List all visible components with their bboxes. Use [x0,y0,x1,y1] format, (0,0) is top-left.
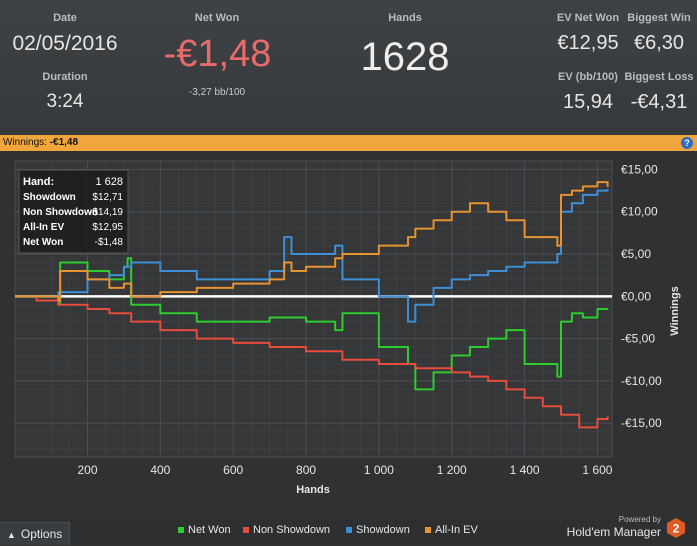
net-won-bb: -3,27 bb/100 [188,87,246,98]
x-axis-label: Hands [296,484,330,496]
ev-net-won-label: EV Net Won [556,12,620,24]
biggest-loss-value: -€4,31 [630,91,688,113]
legend-label: Net Won [188,524,231,536]
net-won-value: -€1,48 [163,33,272,75]
hem-logo-icon: 2 [667,518,685,538]
tooltip-key: Hand: [23,176,54,188]
brand-name: Hold'em Manager [566,525,661,539]
series-line-non-showdown [15,295,609,429]
y-tick-labels: €15,00 €10,00 €5,00 €0,00 -€5,00 -€10,00 -€15,… [621,162,662,430]
legend-showdown[interactable]: Showdown [346,524,410,536]
x-tick-label: 1 600 [582,463,612,477]
winnings-bar: Winnings: -€1,48 ? [0,135,697,151]
stats-panel [0,0,697,135]
logo-number: 2 [673,522,680,536]
tooltip-value: $12,71 [92,192,123,203]
winnings-label: Winnings: [3,137,47,148]
y-tick-label: €10,00 [621,205,658,219]
series-line-net-won [15,257,609,391]
x-tick-label: 1 000 [364,463,394,477]
chart-svg: 200 400 600 800 1 000 1 200 1 400 1 600 €15,00€… [14,160,681,496]
series-line-showdown [15,188,609,323]
winnings-bar-text: Winnings: -€1,48 [3,137,78,148]
biggest-win-value: €6,30 [633,32,685,54]
hands-value: 1628 [360,35,450,79]
x-tick-label: 1 400 [510,463,540,477]
hand-tooltip: Hand: 1 628 Showdown $12,71 Non Showdown-$14… [18,169,129,254]
tooltip-value: -$14,19 [89,207,123,218]
x-tick-label: 800 [296,463,316,477]
biggest-loss-label: Biggest Loss [624,71,694,83]
legend-all-in-ev[interactable]: All-In EV [425,524,478,536]
options-button[interactable]: ▲ Options [0,522,70,545]
powered-by: Powered by [618,515,661,524]
legend-label: Showdown [356,524,410,536]
options-label: Options [20,527,63,541]
date-value: 02/05/2016 [12,32,118,55]
winnings-value: -€1,48 [49,137,79,148]
ev-bb-label: EV (bb/100) [558,71,618,83]
ev-net-won-value: €12,95 [557,32,619,54]
hands-label: Hands [388,12,422,24]
tooltip-value: $12,95 [92,222,123,233]
legend-non-showdown[interactable]: Non Showdown [243,524,330,536]
net-won-swatch [178,527,184,534]
y-tick-label: -€5,00 [621,332,655,346]
ev-bb-value: 15,94 [562,91,614,113]
y-tick-label: €0,00 [621,289,651,303]
x-tick-label: 400 [150,463,170,477]
tooltip-key: Non Showdown [23,207,98,218]
y-axis-label: Winnings [669,286,681,335]
all-in-ev-swatch [425,527,431,534]
date-label: Date [53,12,77,24]
y-tick-label: -€10,00 [621,374,662,388]
tooltip-key: Showdown [23,192,76,203]
series-line-all-in-ev [15,181,609,302]
x-tick-labels: 200 400 600 800 1 000 1 200 1 400 1 600 [77,463,612,477]
tooltip-key: Net Won [23,237,63,248]
tooltip-value: -$1,48 [95,237,124,248]
options-caret-icon: ▲ [7,530,16,540]
duration-value: 3:24 [46,91,84,112]
biggest-win-label: Biggest Win [627,12,691,24]
duration-label: Duration [42,71,88,83]
legend-net-won[interactable]: Net Won [178,524,231,536]
legend-label: Non Showdown [253,524,331,536]
x-tick-label: 600 [223,463,243,477]
y-tick-label: -€15,00 [621,416,662,430]
legend-label: All-In EV [435,524,478,536]
tooltip-key: All-In EV [23,222,64,233]
tooltip-box [18,169,129,254]
y-tick-label: €5,00 [621,247,651,261]
showdown-swatch [346,527,352,534]
x-tick-label: 200 [77,463,97,477]
x-tick-label: 1 200 [437,463,467,477]
winnings-chart: 200 400 600 800 1 000 1 200 1 400 1 600 €15,00 €… [0,151,697,520]
non-showdown-swatch [243,527,249,534]
net-won-label: Net Won [194,12,240,24]
y-tick-label: €15,00 [621,162,658,176]
series-lines [15,181,609,429]
help-icon[interactable]: ? [681,137,693,149]
tooltip-value: 1 628 [95,176,123,188]
